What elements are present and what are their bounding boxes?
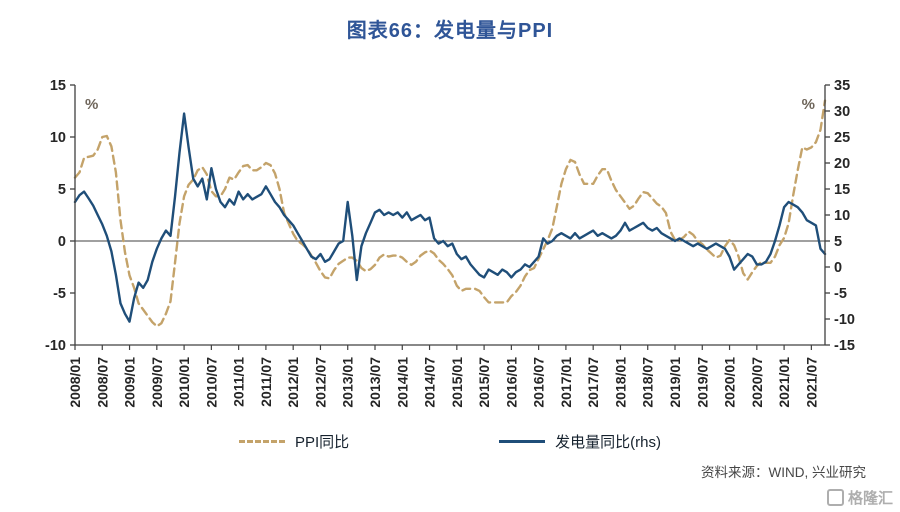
svg-text:2016/07: 2016/07 — [531, 357, 547, 408]
svg-text:0: 0 — [834, 260, 842, 276]
power-line-swatch-icon — [499, 440, 546, 443]
svg-text:2011/01: 2011/01 — [231, 357, 247, 407]
svg-text:%: % — [85, 96, 98, 113]
svg-text:2017/07: 2017/07 — [585, 357, 601, 408]
chart-canvas: -10 -5 0 5 10 15 -15 -10 -5 0 5 10 15 20 25 30 35% % 2008/… — [45, 78, 855, 408]
svg-text:2021/07: 2021/07 — [803, 357, 819, 408]
svg-text:2010/01: 2010/01 — [176, 357, 192, 408]
page-title: 图表66：发电量与PPI — [346, 20, 554, 42]
svg-text:%: % — [802, 96, 815, 113]
svg-text:25: 25 — [834, 130, 850, 146]
svg-text:2011/07: 2011/07 — [258, 357, 274, 407]
svg-text:2021/01: 2021/01 — [776, 357, 792, 408]
svg-text:2018/07: 2018/07 — [640, 357, 656, 408]
svg-text:2014/01: 2014/01 — [394, 357, 410, 408]
svg-text:2008/07: 2008/07 — [94, 357, 110, 408]
svg-text:2018/01: 2018/01 — [612, 357, 628, 408]
svg-text:2020/07: 2020/07 — [749, 357, 765, 408]
svg-text:-5: -5 — [834, 286, 847, 302]
svg-text:2012/07: 2012/07 — [312, 357, 328, 408]
svg-text:-10: -10 — [834, 312, 855, 328]
legend-label-ppi: PPI同比 — [294, 434, 350, 451]
svg-text:-5: -5 — [53, 286, 66, 302]
svg-text:2013/01: 2013/01 — [340, 357, 356, 408]
watermark-text: 格隆汇 — [847, 490, 893, 507]
svg-text:10: 10 — [50, 130, 66, 146]
svg-text:35: 35 — [834, 78, 850, 94]
svg-text:2014/07: 2014/07 — [422, 357, 438, 408]
svg-text:2017/01: 2017/01 — [558, 357, 574, 408]
svg-text:15: 15 — [834, 182, 850, 198]
legend-item-power: 发电量同比(rhs) — [499, 431, 661, 452]
svg-text:2019/07: 2019/07 — [694, 357, 710, 408]
ppi-line-swatch-icon — [238, 440, 285, 443]
svg-text:30: 30 — [834, 104, 850, 120]
svg-text:2009/01: 2009/01 — [122, 357, 138, 408]
gelonghui-watermark: 格隆汇 — [826, 487, 893, 508]
svg-text:2009/07: 2009/07 — [149, 357, 165, 408]
svg-text:2020/01: 2020/01 — [722, 357, 738, 408]
legend: PPI同比 发电量同比(rhs) — [0, 431, 900, 452]
svg-text:2015/01: 2015/01 — [449, 357, 465, 408]
source-row: 资料来源：WIND, 兴业研究 — [0, 461, 900, 481]
chart-area: -10 -5 0 5 10 15 -15 -10 -5 0 5 10 15 20 25 30 35%% 2008/… — [0, 45, 900, 417]
svg-text:2016/01: 2016/01 — [503, 357, 519, 408]
svg-text:20: 20 — [834, 156, 850, 172]
svg-text:-15: -15 — [834, 338, 855, 354]
data-source-note: 资料来源：WIND, 兴业研究 — [701, 465, 866, 480]
svg-text:10: 10 — [834, 208, 850, 224]
svg-text:2015/07: 2015/07 — [476, 357, 492, 408]
svg-text:0: 0 — [58, 234, 66, 250]
svg-text:-10: -10 — [45, 338, 66, 354]
svg-text:2008/01: 2008/01 — [67, 357, 83, 408]
svg-text:2013/07: 2013/07 — [367, 357, 383, 408]
svg-text:5: 5 — [834, 234, 842, 250]
legend-label-power: 发电量同比(rhs) — [555, 434, 662, 451]
svg-text:5: 5 — [58, 182, 66, 198]
svg-text:2010/07: 2010/07 — [203, 357, 219, 408]
svg-text:2012/01: 2012/01 — [285, 357, 301, 408]
svg-text:2019/01: 2019/01 — [667, 357, 683, 408]
legend-item-ppi: PPI同比 — [238, 431, 350, 452]
svg-text:15: 15 — [50, 78, 66, 94]
gelonghui-logo-icon — [826, 489, 844, 506]
